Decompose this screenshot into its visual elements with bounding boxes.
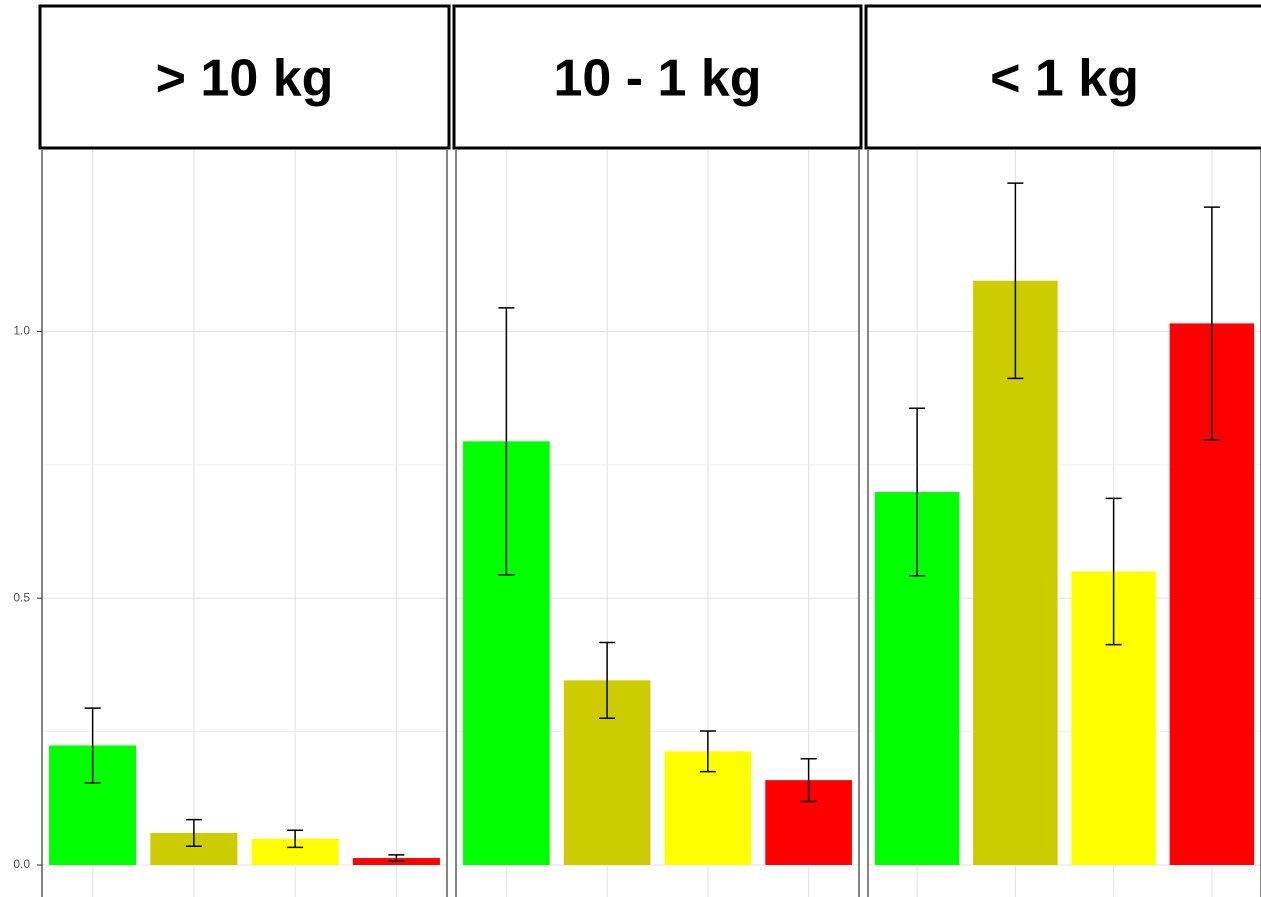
y-tick-label: 0.5 [13,590,30,604]
panel-header [452,4,863,150]
panel-header [38,4,451,150]
panel-title: 10 - 1 kg [553,50,761,108]
panel-header [864,4,1261,150]
y-tick-label: 1.0 [13,324,30,338]
y-tick-label: 0.0 [13,857,30,871]
panel-title: < 1 kg [990,50,1139,108]
panel-title: > 10 kg [156,50,334,108]
